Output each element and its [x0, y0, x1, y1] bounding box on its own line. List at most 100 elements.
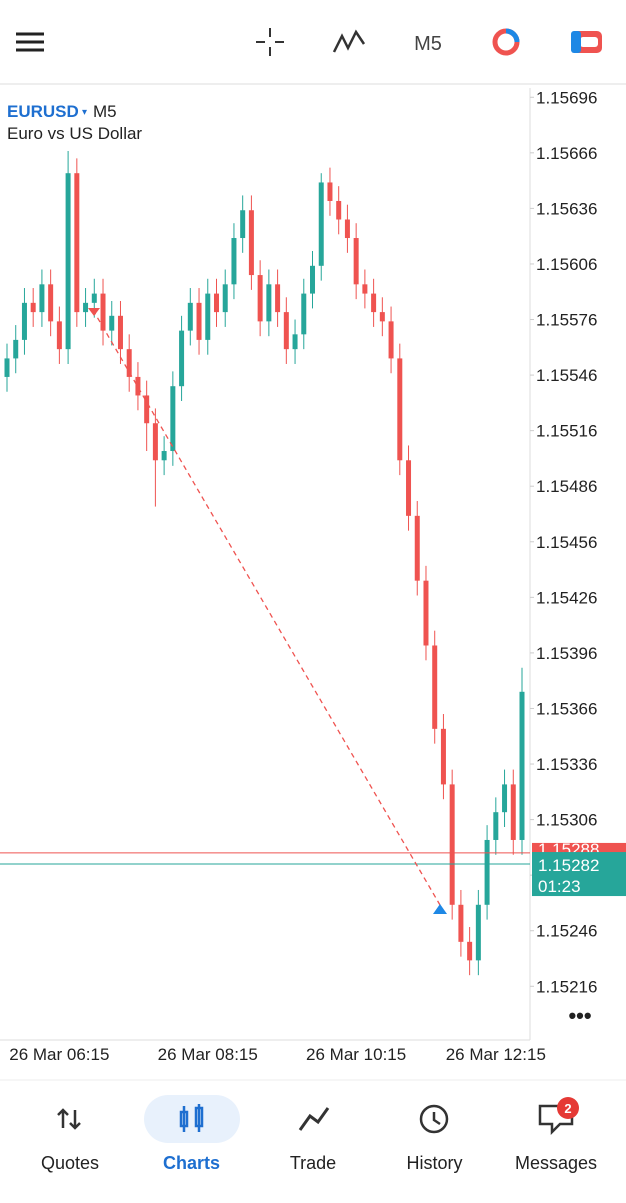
nav-label[interactable]: Messages [515, 1153, 597, 1173]
crosshair-icon[interactable] [256, 28, 284, 56]
candle-body [56, 321, 62, 350]
bottom-nav: Quotes Charts Trade History Messages [41, 1153, 597, 1173]
badge [557, 1097, 579, 1119]
hamburger-menu[interactable] [16, 32, 44, 52]
candle-body [179, 330, 185, 387]
candle-body [205, 293, 211, 340]
candle-body [275, 284, 281, 313]
trade-circle-icon[interactable] [492, 28, 520, 56]
candle-body [379, 312, 385, 322]
candle-body [161, 451, 167, 461]
y-tick-label: 1.15306 [536, 811, 597, 830]
candle-body [336, 200, 342, 220]
candle-body [240, 210, 246, 239]
symbol[interactable]: EURUSD [7, 102, 79, 121]
y-tick-label: 1.15606 [536, 255, 597, 274]
candle-body [91, 293, 97, 303]
more-button[interactable]: ••• [568, 1003, 591, 1028]
nav-label[interactable]: Charts [163, 1153, 220, 1173]
timeframe-button[interactable]: M5 [414, 33, 442, 55]
candle-body [213, 293, 219, 313]
y-tick-label: 1.15426 [536, 588, 597, 607]
candle-body [21, 302, 27, 340]
plot [0, 150, 530, 976]
candle-body [362, 284, 368, 294]
bid-label: 1.15282 [538, 856, 599, 875]
x-tick-label: 26 Mar 12:15 [446, 1045, 546, 1064]
nav-label[interactable]: History [406, 1153, 462, 1173]
y-tick-label: 1.15366 [536, 699, 597, 718]
candle-body [135, 376, 141, 396]
candle-body [100, 293, 106, 331]
candle-body [310, 265, 316, 294]
y-tick-label: 1.15246 [536, 922, 597, 941]
candle-body [344, 219, 350, 239]
nav-icons [57, 1104, 574, 1136]
x-tick-label: 26 Mar 08:15 [158, 1045, 258, 1064]
account-icon[interactable] [571, 31, 602, 53]
candle-body [196, 302, 202, 340]
chart-timeframe: M5 [93, 102, 117, 121]
candle-body [301, 293, 307, 335]
nav-label[interactable]: Trade [290, 1153, 336, 1173]
candle-body [48, 284, 54, 322]
candle-body [144, 395, 150, 424]
candle-body [117, 315, 123, 350]
candle-body [371, 293, 377, 313]
candle-body [109, 315, 115, 331]
candle-body [510, 784, 516, 840]
candle-body [4, 358, 10, 377]
candle-body [187, 302, 193, 331]
candle-body [30, 302, 36, 313]
candle-body [353, 238, 359, 285]
trade-line [92, 309, 441, 906]
nav-active-bg [144, 1095, 240, 1143]
y-tick-label: 1.15696 [536, 88, 597, 107]
candle-body [519, 691, 525, 840]
candle-body [170, 386, 176, 452]
candle-body [257, 275, 263, 322]
symbol-description: Euro vs US Dollar [7, 124, 142, 143]
bar-timer: 01:23 [538, 877, 581, 896]
candle-body [432, 645, 438, 729]
candle-body [440, 728, 446, 785]
candle-body [65, 173, 71, 350]
candle-body [126, 349, 132, 377]
y-tick-label: 1.15456 [536, 533, 597, 552]
x-tick-label: 26 Mar 06:15 [9, 1045, 109, 1064]
y-tick-label: 1.15636 [536, 199, 597, 218]
candle-body [449, 784, 455, 905]
candle-body [423, 580, 429, 646]
sell-arrow [88, 308, 100, 316]
candle-body [283, 312, 289, 350]
y-tick-label: 1.15546 [536, 366, 597, 385]
nav-label[interactable]: Quotes [41, 1153, 99, 1173]
candle-body [152, 423, 158, 461]
candle-body [397, 358, 403, 461]
candle-body [327, 182, 333, 201]
candle-body [467, 941, 473, 961]
y-tick-label: 1.15216 [536, 977, 597, 996]
y-tick-label: 1.15486 [536, 477, 597, 496]
y-tick-label: 1.15336 [536, 755, 597, 774]
candle-body [475, 904, 481, 961]
badge-count: 2 [564, 1101, 571, 1116]
candle-body [13, 339, 19, 359]
candle-body [248, 210, 254, 276]
buy-arrow [433, 904, 447, 914]
candle-body [406, 460, 412, 516]
dropdown-caret: ▾ [82, 107, 87, 118]
candle-body [502, 784, 508, 813]
candle-body [39, 284, 45, 313]
y-tick-label: 1.15516 [536, 422, 597, 441]
candle-body [318, 182, 324, 266]
candle-body [83, 302, 89, 313]
candle-body [292, 334, 298, 350]
x-tick-label: 26 Mar 10:15 [306, 1045, 406, 1064]
candle-body [231, 238, 237, 285]
indicators-icon[interactable] [332, 29, 366, 53]
candle-body [484, 839, 490, 905]
y-tick-label: 1.15666 [536, 144, 597, 163]
